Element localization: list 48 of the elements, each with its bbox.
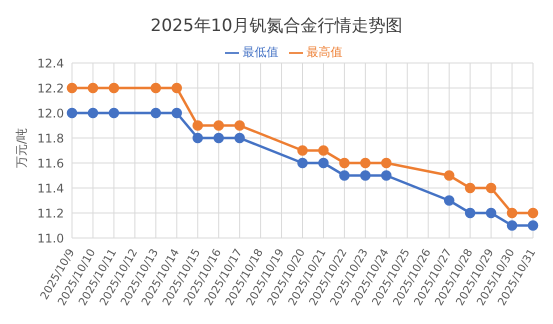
chart-title: 2025年10月钒氮合金行情走势图: [150, 15, 404, 37]
point: [213, 132, 224, 144]
point: [108, 82, 120, 94]
point: [528, 208, 538, 218]
point: [464, 208, 476, 218]
point: [234, 120, 245, 131]
point: [318, 145, 329, 156]
legend-label: 最低值: [242, 45, 278, 59]
y-tick-label: 11.6: [37, 156, 64, 170]
y-tick-label: 11.8: [37, 131, 64, 146]
y-tick-label: 12.0: [37, 106, 64, 120]
point: [172, 108, 182, 118]
point: [192, 132, 203, 144]
point: [192, 120, 203, 131]
point: [486, 208, 496, 218]
point: [88, 108, 98, 118]
point: [318, 158, 329, 168]
point: [506, 208, 518, 218]
point: [150, 108, 162, 118]
point: [339, 158, 350, 168]
point: [381, 170, 392, 181]
point: [339, 170, 350, 181]
point: [150, 82, 162, 94]
point: [486, 182, 496, 194]
y-tick-label: 12.2: [37, 81, 64, 96]
point: [234, 132, 245, 144]
y-axis-title: 万元/吨: [14, 128, 30, 168]
point: [66, 82, 78, 94]
point: [172, 82, 182, 94]
point: [506, 220, 518, 231]
point: [444, 195, 454, 206]
point: [444, 170, 454, 181]
y-tick-label: 11.2: [37, 206, 64, 220]
point: [528, 220, 538, 231]
point: [381, 158, 392, 168]
y-tick-label: 12.4: [37, 56, 64, 70]
point: [213, 120, 224, 131]
y-tick-label: 11.0: [37, 231, 64, 246]
y-tick-label: 11.4: [37, 181, 64, 196]
point: [464, 182, 476, 194]
point: [360, 158, 371, 168]
point: [108, 108, 120, 118]
point: [297, 158, 308, 168]
point: [66, 108, 78, 118]
point: [360, 170, 371, 181]
point: [297, 145, 308, 156]
legend-label: 最高值: [306, 45, 342, 59]
point: [88, 82, 98, 94]
